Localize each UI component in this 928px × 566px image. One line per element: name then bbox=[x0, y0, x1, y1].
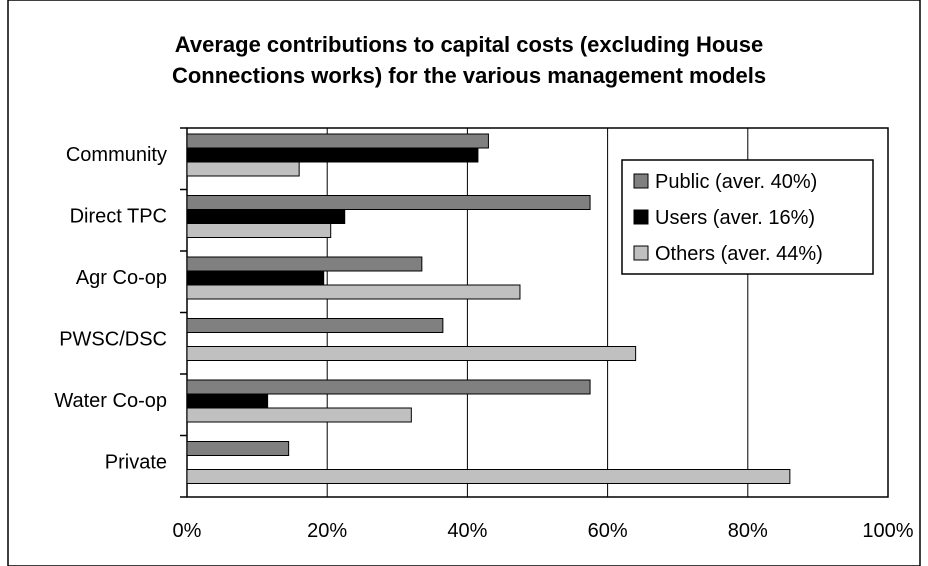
bar-water-co-op-users bbox=[186, 393, 269, 409]
chart-title-line-1: Average contributions to capital costs (… bbox=[175, 32, 763, 57]
x-tick-label-3: 60% bbox=[588, 520, 628, 542]
bar-agr-co-op-public bbox=[186, 256, 423, 272]
legend-label-1: Users (aver. 16%) bbox=[655, 207, 815, 229]
bar-direct-tpc-users bbox=[186, 209, 346, 224]
x-tick-label-5: 100% bbox=[862, 520, 913, 542]
x-tick-label-0: 0% bbox=[173, 520, 202, 542]
x-tick-label-4: 80% bbox=[728, 520, 768, 542]
legend: Public (aver. 40%) Users (aver. 16%) Other… bbox=[621, 159, 874, 275]
chart-title-line-2: Connections works) for the various manag… bbox=[172, 63, 766, 88]
bar-water-co-op-others bbox=[186, 407, 412, 423]
bar-community-public bbox=[186, 133, 489, 149]
legend-label-2: Others (aver. 44%) bbox=[655, 243, 823, 265]
bar-private-public bbox=[186, 441, 290, 456]
y-axis-labels: Community Direct TPC Agr Co-op PWSC/DSC Wate… bbox=[54, 144, 167, 474]
legend-swatch-0 bbox=[633, 173, 649, 189]
bar-agr-co-op-users bbox=[186, 270, 325, 286]
x-tick-label-1: 20% bbox=[307, 520, 347, 542]
bar-private-others bbox=[186, 469, 791, 484]
bar-pwsc-dsc-others bbox=[186, 346, 637, 361]
legend-box bbox=[621, 159, 874, 275]
legend-swatch-2 bbox=[633, 245, 649, 261]
x-axis-labels: 0% 20% 40% 60% 80% 100% bbox=[173, 520, 914, 542]
bar-pwsc-dsc-public bbox=[186, 318, 444, 333]
bar-direct-tpc-public bbox=[186, 195, 591, 210]
y-tick-label-3: PWSC/DSC bbox=[59, 328, 167, 350]
bar-agr-co-op-others bbox=[186, 284, 521, 300]
bars bbox=[186, 133, 791, 484]
y-tick-label-0: Community bbox=[66, 144, 167, 166]
y-tick-label-2: Agr Co-op bbox=[76, 267, 167, 289]
bar-water-co-op-public bbox=[186, 379, 591, 395]
y-tick-label-4: Water Co-op bbox=[54, 390, 167, 412]
bar-community-others bbox=[186, 161, 300, 177]
y-tick-label-5: Private bbox=[105, 451, 167, 473]
chart-title: Average contributions to capital costs (… bbox=[172, 32, 766, 88]
bar-community-users bbox=[186, 147, 479, 163]
bar-direct-tpc-others bbox=[186, 223, 332, 238]
legend-label-0: Public (aver. 40%) bbox=[655, 171, 817, 193]
legend-swatch-1 bbox=[633, 209, 649, 225]
y-axis-ticks bbox=[180, 127, 187, 498]
y-tick-label-1: Direct TPC bbox=[70, 205, 167, 227]
x-tick-label-2: 40% bbox=[447, 520, 487, 542]
